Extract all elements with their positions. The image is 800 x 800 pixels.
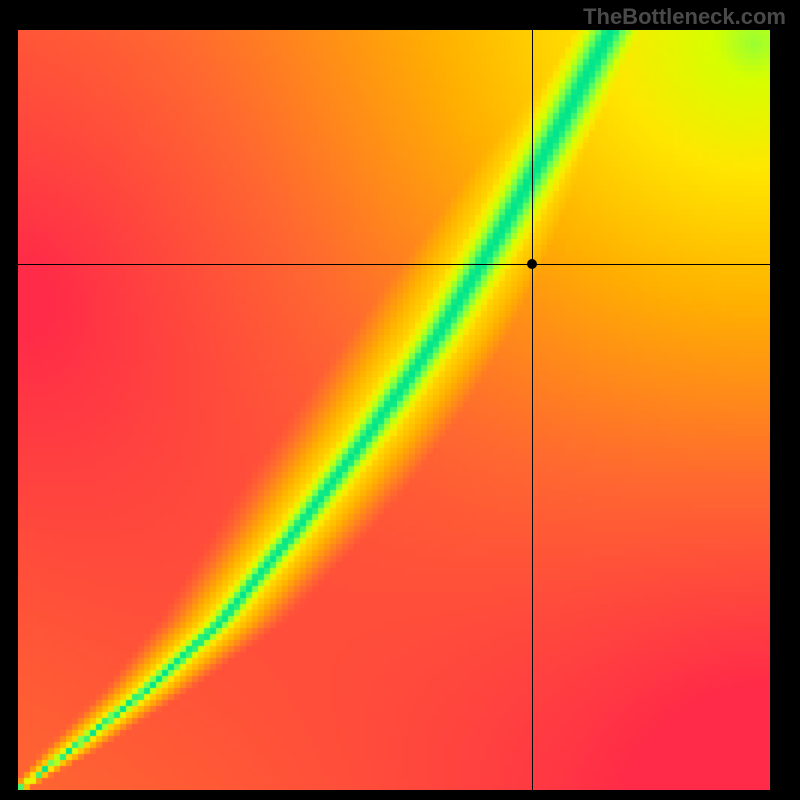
attribution-label: TheBottleneck.com <box>583 4 786 30</box>
heatmap-canvas <box>18 30 770 790</box>
chart-container: TheBottleneck.com <box>0 0 800 800</box>
crosshair-horizontal <box>18 264 770 265</box>
crosshair-point <box>527 259 537 269</box>
crosshair-vertical <box>532 30 533 790</box>
plot-area <box>18 30 770 790</box>
